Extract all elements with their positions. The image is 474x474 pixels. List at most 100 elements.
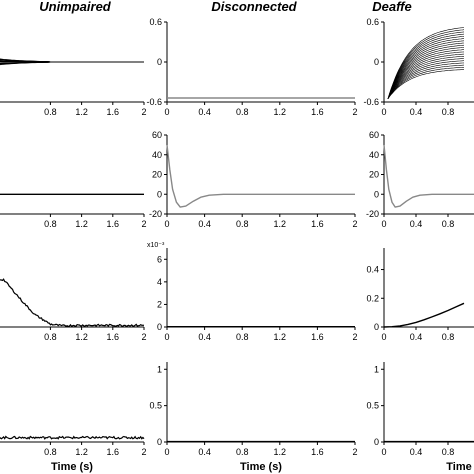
x-tick-label: 1.6 <box>311 332 324 342</box>
panel-r0-c1: 0 0.4 0.8 1.2 1.6 20.60-0.6 <box>146 17 357 117</box>
x-tick-label: 0 <box>381 447 386 457</box>
panel-r3-c2: 0 0.4 0.8 1 0.5 0 Time <box>366 362 474 473</box>
x-tick-label: 1.6 <box>107 447 120 457</box>
y-tick-label: 0 <box>374 322 379 332</box>
x-tick-label: 2 <box>352 332 357 342</box>
series-line <box>387 42 465 99</box>
x-tick-label: 2 <box>352 219 357 229</box>
series-line <box>387 31 465 99</box>
y-tick-label: 60 <box>369 130 379 140</box>
y-tick-label: -20 <box>149 209 162 219</box>
x-tick-label: 2 <box>141 447 146 457</box>
x-tick-label: 1.6 <box>107 332 120 342</box>
series-line <box>387 51 465 99</box>
x-tick-label: 0 <box>381 107 386 117</box>
x-tick-label: 0.8 <box>44 219 57 229</box>
panel-r1-c0: 0.8 1.2 1.6 2 <box>0 193 147 229</box>
x-axis-label: Time (s) <box>240 461 282 473</box>
series-line <box>383 144 474 208</box>
x-tick-label: 1.2 <box>75 332 88 342</box>
x-tick-label: 0 <box>164 219 169 229</box>
x-tick-label: 0.8 <box>236 332 249 342</box>
x-tick-label: 0.8 <box>442 447 455 457</box>
panel-r3-c0: 0.8 1.2 1.6 2 Time (s) <box>0 435 147 473</box>
x-tick-label: 0.8 <box>236 447 249 457</box>
y-tick-label: 40 <box>369 150 379 160</box>
series-line <box>387 47 465 99</box>
series-line <box>387 56 465 99</box>
series-line <box>387 67 465 99</box>
series-line <box>387 38 465 99</box>
y-tick-label: 0 <box>157 437 162 447</box>
x-tick-label: 0.4 <box>410 219 423 229</box>
x-tick-label: 1.2 <box>274 447 287 457</box>
x-tick-label: 0 <box>381 332 386 342</box>
x-axis-label: Time (s) <box>51 461 93 473</box>
series-line <box>387 33 465 99</box>
y-tick-label: 0 <box>374 189 379 199</box>
x-tick-label: 0.4 <box>198 447 211 457</box>
panels-layer: 0.8 1.2 1.6 2 0 0.4 0.8 1.2 1.6 20.60-0.60 0.4 0.80… <box>0 17 474 473</box>
y-tick-label: -0.6 <box>363 97 379 107</box>
series-line <box>387 60 465 99</box>
series-line <box>387 62 465 99</box>
x-tick-label: 0 <box>381 219 386 229</box>
x-tick-label: 0.8 <box>442 107 455 117</box>
panel-r3-c1: 0 0.4 0.8 1.2 1.6 2 1 0.5 0 Time (s) <box>149 362 358 473</box>
series-line <box>387 44 465 99</box>
x-tick-label: 2 <box>352 447 357 457</box>
column-title-unimpaired: Unimpaired <box>39 0 112 14</box>
panel-r0-c2: 0 0.4 0.80.60-0.6 <box>363 17 474 117</box>
x-tick-label: 1.2 <box>75 447 88 457</box>
y-tick-label: -0.6 <box>146 97 162 107</box>
x-tick-label: 1.6 <box>311 219 324 229</box>
series-line <box>387 58 465 99</box>
series-line <box>387 29 465 99</box>
x-axis-label: Time <box>446 461 471 473</box>
y-tick-label: 0 <box>157 322 162 332</box>
series-line <box>387 69 464 99</box>
x-tick-label: 2 <box>141 332 146 342</box>
x-tick-label: 1.2 <box>274 219 287 229</box>
x-tick-label: 1.2 <box>75 219 88 229</box>
y-tick-label: 0 <box>374 57 379 67</box>
x-tick-label: 0.8 <box>44 447 57 457</box>
x-tick-label: 0.8 <box>44 107 57 117</box>
x-tick-label: 1.2 <box>274 107 287 117</box>
x-tick-label: 0.4 <box>198 107 211 117</box>
y-tick-label: 0 <box>157 189 162 199</box>
y-tick-label: 0 <box>374 437 379 447</box>
x-tick-label: 2 <box>141 107 146 117</box>
x-tick-label: 0.8 <box>236 107 249 117</box>
y-tick-label: 60 <box>152 130 162 140</box>
series-line <box>387 27 465 99</box>
x-tick-label: 0.8 <box>442 219 455 229</box>
series-line <box>0 435 145 440</box>
y-tick-label: 6 <box>157 254 162 264</box>
series-line <box>0 278 145 328</box>
y-tick-label: 40 <box>152 150 162 160</box>
y-tick-label: 0 <box>157 57 162 67</box>
y-tick-label: 1 <box>157 364 162 374</box>
x-tick-label: 0 <box>164 447 169 457</box>
x-tick-label: 0 <box>164 332 169 342</box>
x-tick-label: 0.4 <box>198 332 211 342</box>
x-tick-label: 1.6 <box>107 219 120 229</box>
y-tick-label: 20 <box>152 170 162 180</box>
series-line <box>166 144 355 208</box>
series-line <box>387 49 465 99</box>
y-tick-label: 0.5 <box>366 401 379 411</box>
x-tick-label: 0.4 <box>410 107 423 117</box>
series-line <box>387 36 465 99</box>
y-tick-label: 20 <box>369 170 379 180</box>
y-tick-label: 0.6 <box>366 17 379 27</box>
x-tick-label: 1.2 <box>274 332 287 342</box>
series-line <box>387 64 465 99</box>
x-tick-label: 0.4 <box>410 332 423 342</box>
y-scale-label: x10⁻³ <box>147 242 165 249</box>
y-tick-label: 0.2 <box>366 293 379 303</box>
panel-r2-c1: 0 0.4 0.8 1.2 1.6 2 6 4 2 0 x10⁻³ <box>147 242 358 342</box>
